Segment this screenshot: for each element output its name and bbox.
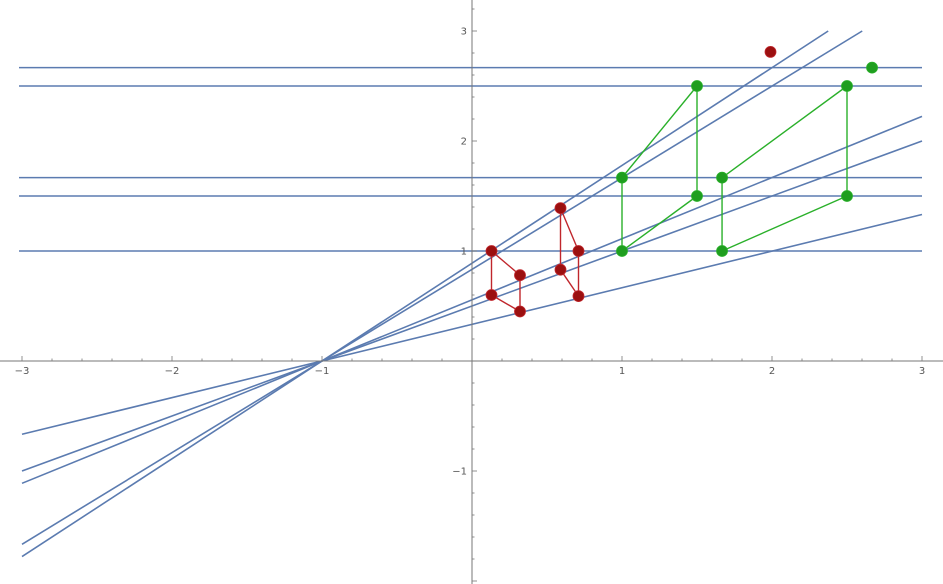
x-tick-label: 2 [769,366,775,377]
red-edge [559,207,580,252]
green-point [841,190,853,202]
y-tick-label: 1 [461,247,467,258]
green-point [716,245,728,257]
green-point [716,171,728,184]
red-point [572,290,585,303]
plot-lines [19,30,923,558]
green-edge [721,195,848,252]
ray-line-4 [21,30,863,545]
green-point [691,80,703,92]
green-point [616,171,628,184]
green-edge [721,85,848,179]
red-point [554,263,567,276]
x-tick-label: 3 [919,366,925,377]
tick-labels: −3 −2 −1 1 2 3 −1 1 2 3 [15,27,926,478]
y-tick-label: −1 [452,467,467,478]
red-point [485,289,498,301]
x-tick-label: −3 [15,366,30,377]
red-point [514,305,526,318]
red-point [514,269,526,282]
green-point [616,245,628,257]
green-edge [621,195,698,252]
x-tick-label: −1 [315,366,330,377]
y-tick-label: 2 [461,137,467,148]
green-point [691,190,703,202]
green-edge [621,85,698,179]
ray-line-5 [21,30,829,558]
x-tick-label: −2 [165,366,180,377]
red-point [485,245,498,257]
y-tick-label: 3 [461,27,467,38]
red-point [572,245,585,257]
x-tick-label: 1 [619,366,625,377]
red-edge [491,250,521,276]
green-point [841,80,853,92]
red-point [764,46,777,58]
green-point [866,61,878,74]
point-shapes [485,46,878,318]
red-point [554,202,567,215]
